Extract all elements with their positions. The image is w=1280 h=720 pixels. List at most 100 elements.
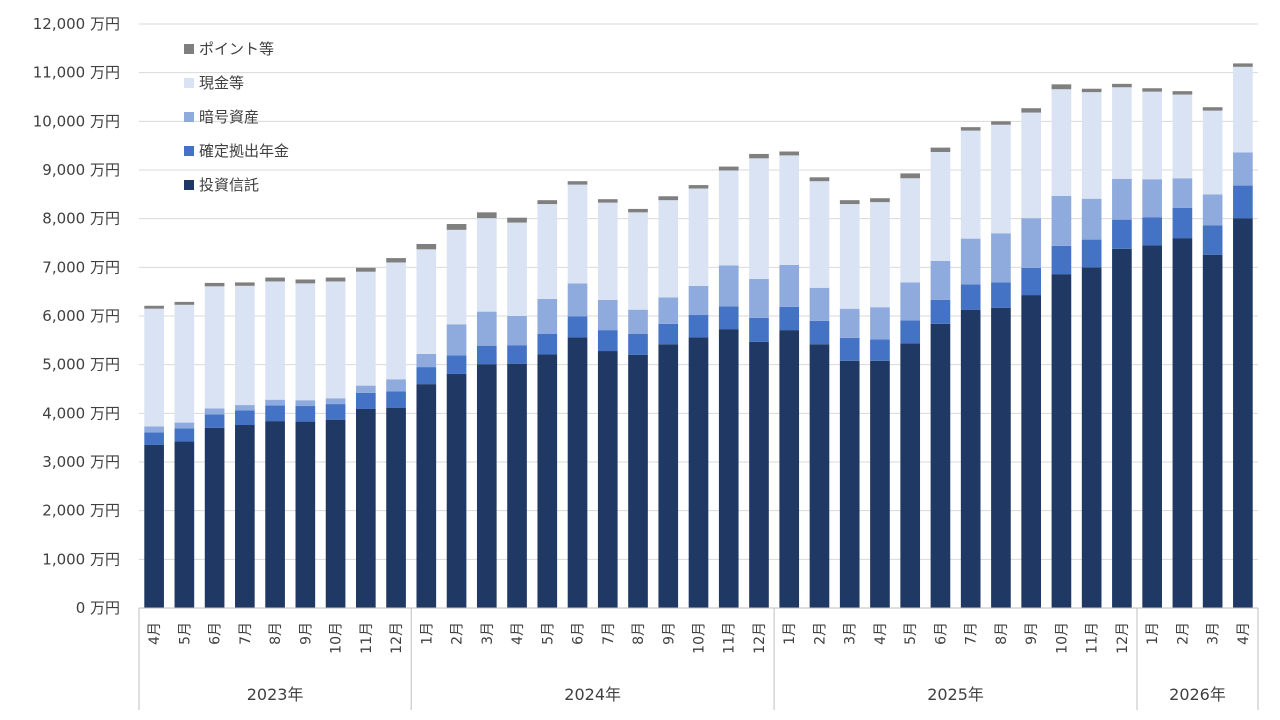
x-tick-label: 3月 xyxy=(480,622,496,645)
bar-segment xyxy=(749,279,769,318)
bar-segment xyxy=(658,297,679,324)
bar-segment xyxy=(265,399,285,406)
bar-segment xyxy=(658,200,679,298)
bar-segment xyxy=(1051,245,1072,275)
year-label: 2025年 xyxy=(927,685,984,704)
bar-segment xyxy=(930,323,951,608)
bar-segment xyxy=(960,130,981,239)
y-tick-label: 11,000 万円 xyxy=(33,64,120,82)
x-tick-label: 1月 xyxy=(1145,622,1161,645)
bar-segment xyxy=(295,279,316,284)
bar-segment xyxy=(779,151,800,156)
bar-segment xyxy=(718,306,739,330)
bar-segment xyxy=(537,334,558,355)
bar-segment xyxy=(658,323,679,345)
bar-segment xyxy=(1142,179,1162,218)
bar-segment xyxy=(567,337,588,608)
bar-segment xyxy=(1202,254,1223,608)
bar-segment xyxy=(355,408,376,608)
bar-segment xyxy=(476,218,497,312)
x-tick-label: 5月 xyxy=(903,622,919,645)
bar-segment xyxy=(355,385,376,393)
bar-segment xyxy=(628,212,648,310)
x-tick-label: 6月 xyxy=(571,622,587,645)
bar-segment xyxy=(960,284,981,310)
bar-segment xyxy=(658,196,679,201)
x-tick-label: 8月 xyxy=(631,622,647,645)
bar-segment xyxy=(416,249,437,354)
x-tick-label: 4月 xyxy=(147,622,163,645)
bar-segment xyxy=(779,306,800,331)
legend-swatch xyxy=(184,112,194,122)
bar-segment xyxy=(235,410,255,426)
bar-segment xyxy=(325,419,346,608)
bar-segment xyxy=(779,264,800,307)
x-tick-label: 10月 xyxy=(692,622,708,654)
bar-segment xyxy=(567,283,588,317)
bar-segment xyxy=(446,355,467,374)
bar-segment xyxy=(174,441,195,608)
y-tick-label: 6,000 万円 xyxy=(42,307,120,325)
bar-segment xyxy=(1142,91,1162,180)
bar-segment xyxy=(355,267,376,272)
bar-segment xyxy=(991,282,1011,308)
bar-segment xyxy=(325,281,346,399)
bar-segment xyxy=(476,212,497,219)
bar-segment xyxy=(688,315,709,338)
bar-segment xyxy=(446,324,467,356)
bar-segment xyxy=(930,147,951,152)
bar-segment xyxy=(537,204,558,299)
x-tick-label: 2月 xyxy=(450,622,466,645)
legend-swatch xyxy=(184,180,194,190)
bar-segment xyxy=(1051,89,1072,196)
legend-label: 暗号資産 xyxy=(199,108,259,126)
bar-segment xyxy=(1142,245,1162,608)
bar-segment xyxy=(355,392,376,409)
bar-segment xyxy=(235,282,255,286)
bar-segment xyxy=(144,444,164,608)
bar-segment xyxy=(1233,63,1253,67)
bar-segment xyxy=(386,258,406,263)
bar-segment xyxy=(446,373,467,608)
x-tick-label: 11月 xyxy=(722,622,738,654)
legend-swatch xyxy=(184,78,194,88)
bar-segment xyxy=(930,299,951,324)
bars xyxy=(144,63,1253,608)
bar-segment xyxy=(507,345,527,364)
bar-segment xyxy=(809,344,830,608)
x-tick-label: 9月 xyxy=(298,622,314,645)
y-tick-label: 0 万円 xyxy=(76,599,120,617)
legend-swatch xyxy=(184,44,194,54)
bar-segment xyxy=(718,166,739,171)
x-tick-label: 2月 xyxy=(1175,622,1191,645)
bar-segment xyxy=(144,426,164,433)
bar-segment xyxy=(1172,207,1193,239)
bar-segment xyxy=(1081,198,1102,240)
bar-segment xyxy=(597,299,618,331)
bar-segment xyxy=(295,400,316,407)
bar-segment xyxy=(839,337,860,361)
y-tick-label: 4,000 万円 xyxy=(42,404,120,422)
y-tick-label: 1,000 万円 xyxy=(42,550,120,568)
bar-segment xyxy=(416,243,437,250)
x-tick-label: 9月 xyxy=(1024,622,1040,645)
bar-segment xyxy=(476,345,497,365)
y-tick-label: 3,000 万円 xyxy=(42,453,120,471)
bar-segment xyxy=(476,311,497,346)
y-tick-label: 2,000 万円 xyxy=(42,502,120,520)
y-tick-label: 12,000 万円 xyxy=(33,15,120,33)
bar-segment xyxy=(809,177,830,182)
bar-segment xyxy=(960,309,981,608)
bar-segment xyxy=(295,283,316,401)
bar-segment xyxy=(144,432,164,445)
bar-segment xyxy=(507,363,527,608)
x-tick-label: 7月 xyxy=(238,622,254,645)
bar-segment xyxy=(567,316,588,338)
x-tick-label: 12月 xyxy=(389,622,405,654)
y-tick-label: 5,000 万円 xyxy=(42,356,120,374)
x-tick-label: 6月 xyxy=(933,622,949,645)
bar-segment xyxy=(386,407,406,608)
bar-segment xyxy=(265,277,285,282)
x-tick-label: 3月 xyxy=(1206,622,1222,645)
y-tick-label: 9,000 万円 xyxy=(42,161,120,179)
